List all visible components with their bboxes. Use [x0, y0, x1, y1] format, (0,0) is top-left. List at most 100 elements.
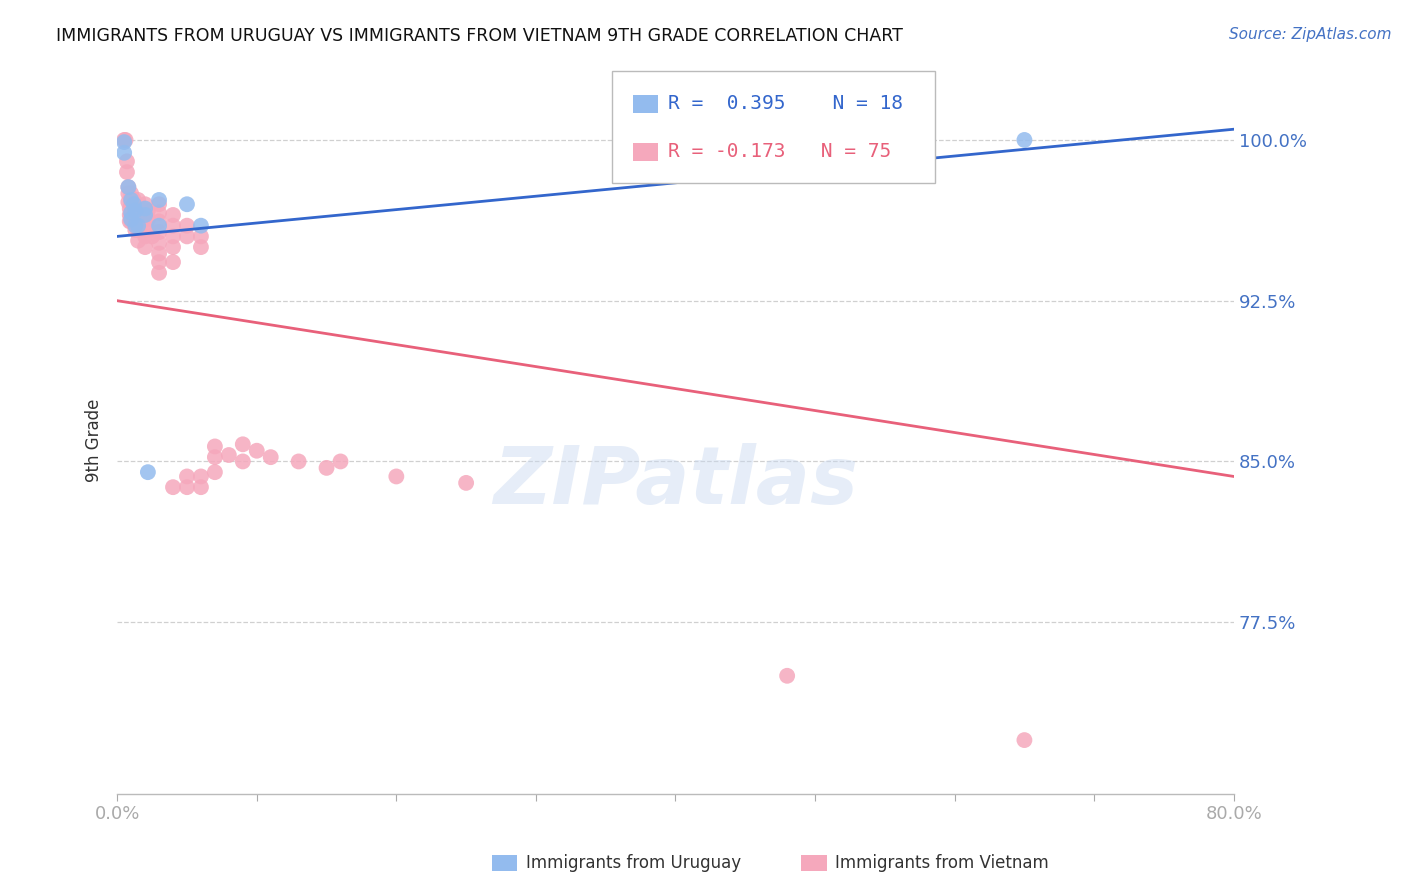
Point — [122, 193, 145, 207]
Point — [122, 197, 145, 211]
Point — [120, 203, 142, 218]
Point — [162, 255, 184, 269]
Point — [176, 469, 198, 483]
Point — [176, 480, 198, 494]
Point — [124, 223, 146, 237]
Point — [127, 234, 149, 248]
Point — [120, 208, 142, 222]
Point — [134, 208, 156, 222]
Point — [329, 454, 352, 468]
Point — [120, 193, 142, 207]
Text: R =  0.395    N = 18: R = 0.395 N = 18 — [668, 95, 903, 113]
Point — [127, 219, 149, 233]
Point — [148, 197, 170, 211]
Text: ZIPatlas: ZIPatlas — [494, 443, 858, 522]
Point — [141, 229, 163, 244]
Point — [190, 229, 212, 244]
Point — [148, 266, 170, 280]
Point — [218, 448, 240, 462]
Point — [385, 469, 408, 483]
Point — [148, 193, 170, 207]
Point — [204, 440, 226, 454]
Text: IMMIGRANTS FROM URUGUAY VS IMMIGRANTS FROM VIETNAM 9TH GRADE CORRELATION CHART: IMMIGRANTS FROM URUGUAY VS IMMIGRANTS FR… — [56, 27, 903, 45]
Point — [127, 193, 149, 207]
Point — [148, 255, 170, 269]
Point — [118, 208, 141, 222]
Y-axis label: 9th Grade: 9th Grade — [86, 399, 103, 482]
Point — [125, 219, 148, 233]
Point — [124, 202, 146, 216]
Point — [136, 212, 159, 227]
Point — [127, 203, 149, 218]
Point — [117, 180, 139, 194]
Point — [115, 165, 138, 179]
Point — [456, 475, 478, 490]
Point — [127, 212, 149, 227]
Point — [134, 240, 156, 254]
Point — [117, 180, 139, 194]
Point — [136, 223, 159, 237]
Point — [1014, 133, 1036, 147]
Point — [114, 133, 136, 147]
Point — [122, 212, 145, 227]
Point — [136, 203, 159, 218]
Point — [162, 480, 184, 494]
Point — [176, 219, 198, 233]
Point — [117, 186, 139, 201]
Point — [148, 225, 170, 239]
Point — [134, 202, 156, 216]
Point — [190, 240, 212, 254]
Point — [148, 214, 170, 228]
Point — [118, 202, 141, 216]
Point — [134, 208, 156, 222]
Point — [148, 219, 170, 233]
Point — [232, 454, 254, 468]
Text: Source: ZipAtlas.com: Source: ZipAtlas.com — [1229, 27, 1392, 42]
Point — [120, 212, 142, 227]
Point — [127, 223, 149, 237]
Text: Immigrants from Vietnam: Immigrants from Vietnam — [835, 854, 1049, 871]
Point — [162, 208, 184, 222]
Point — [162, 240, 184, 254]
Point — [120, 186, 142, 201]
Point — [287, 454, 309, 468]
Point — [148, 206, 170, 220]
Point — [162, 219, 184, 233]
Point — [134, 219, 156, 233]
Point — [776, 669, 799, 683]
Point — [112, 133, 135, 147]
Point — [124, 219, 146, 233]
Point — [136, 465, 159, 479]
Text: R = -0.173   N = 75: R = -0.173 N = 75 — [668, 143, 891, 161]
Point — [117, 195, 139, 210]
Point — [246, 443, 269, 458]
Point — [115, 154, 138, 169]
Point — [232, 437, 254, 451]
Text: Immigrants from Uruguay: Immigrants from Uruguay — [526, 854, 741, 871]
Point — [148, 246, 170, 260]
Point — [204, 465, 226, 479]
Point — [120, 193, 142, 207]
Point — [315, 461, 337, 475]
Point — [120, 214, 142, 228]
Point — [148, 235, 170, 250]
Point — [1014, 733, 1036, 747]
Point — [190, 469, 212, 483]
Point — [120, 206, 142, 220]
Point — [125, 208, 148, 222]
Point — [124, 212, 146, 227]
Point — [124, 203, 146, 218]
Point — [190, 219, 212, 233]
Point — [112, 135, 135, 149]
Point — [118, 214, 141, 228]
Point — [176, 197, 198, 211]
Point — [176, 229, 198, 244]
Point — [260, 450, 283, 465]
Point — [162, 229, 184, 244]
Point — [190, 480, 212, 494]
Point — [204, 450, 226, 465]
Point — [122, 202, 145, 216]
Point — [112, 145, 135, 160]
Point — [134, 229, 156, 244]
Point — [134, 197, 156, 211]
